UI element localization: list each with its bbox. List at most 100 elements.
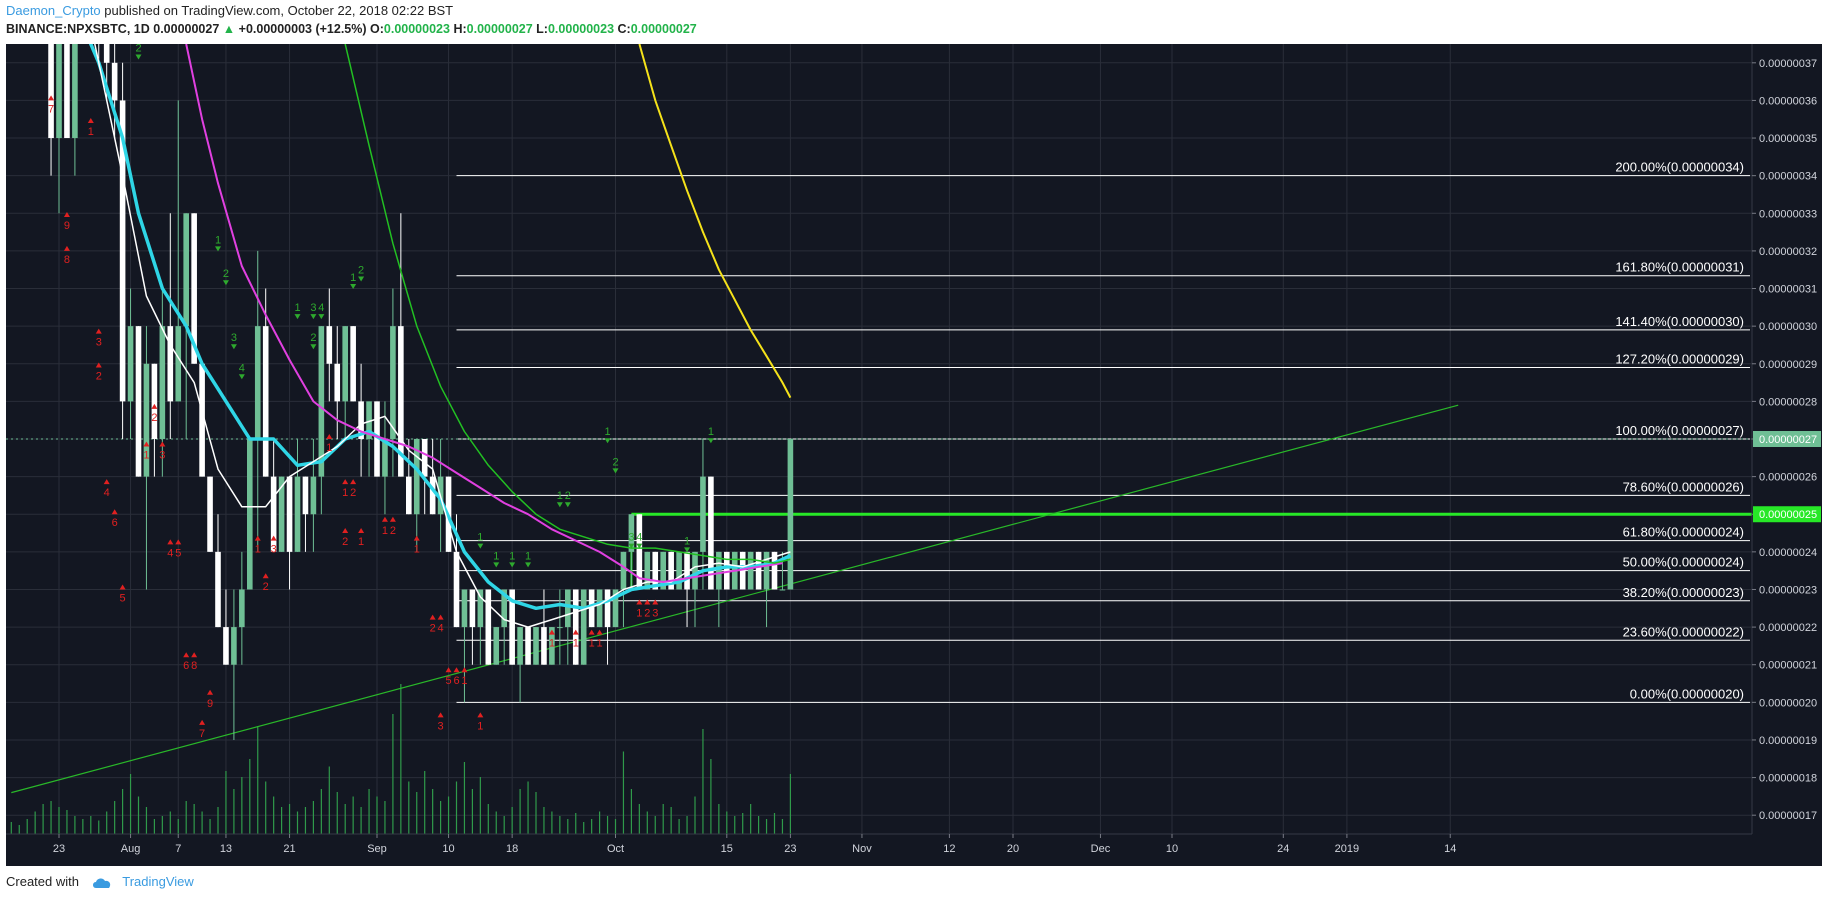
sequential-arrow-down-icon bbox=[222, 280, 229, 286]
candle bbox=[525, 627, 531, 665]
sequential-arrow-down-icon bbox=[636, 543, 643, 549]
candle-body bbox=[390, 326, 396, 439]
candle-body bbox=[421, 439, 428, 477]
sequential-arrow-down-icon bbox=[215, 246, 221, 252]
sequential-arrow-up-icon bbox=[191, 652, 198, 658]
price-axis-label: 0.00000032 bbox=[1759, 246, 1817, 258]
candle-body bbox=[565, 589, 571, 628]
candle-body bbox=[191, 213, 197, 364]
candle bbox=[366, 401, 372, 477]
candle bbox=[755, 551, 762, 590]
price-axis-label: 0.00000017 bbox=[1759, 810, 1817, 822]
candle-body bbox=[278, 476, 285, 552]
author-link[interactable]: Daemon_Crypto bbox=[6, 3, 101, 18]
candle-body bbox=[501, 589, 507, 628]
candle bbox=[382, 401, 388, 515]
sequential-arrow-up-icon bbox=[95, 328, 102, 334]
sequential-arrow-up-icon bbox=[326, 434, 333, 439]
time-axis-label: 13 bbox=[220, 843, 232, 855]
candle-body bbox=[477, 589, 484, 628]
candle-body bbox=[668, 551, 674, 590]
candle-body bbox=[247, 439, 253, 590]
candle-body bbox=[310, 476, 317, 515]
candle-body bbox=[755, 551, 762, 590]
fib-level-label: 161.80%(0.00000031) bbox=[1615, 260, 1744, 275]
time-axis-label: Oct bbox=[607, 843, 624, 855]
candle bbox=[239, 551, 245, 665]
sequential-arrow-up-icon bbox=[588, 629, 595, 635]
fib-level-label: 61.80%(0.00000024) bbox=[1623, 525, 1744, 540]
price-axis-label: 0.00000036 bbox=[1759, 95, 1817, 107]
sequential-arrow-up-icon bbox=[63, 212, 70, 218]
fib-level-label: 200.00%(0.00000034) bbox=[1615, 160, 1744, 175]
high-value: 0.00000027 bbox=[466, 22, 533, 36]
sequential-arrow-up-icon bbox=[254, 535, 261, 541]
candle bbox=[294, 439, 301, 552]
sequential-count: 1 bbox=[143, 450, 149, 462]
price-axis-label: 0.00000035 bbox=[1759, 133, 1817, 145]
sequential-arrow-up-icon bbox=[389, 516, 396, 522]
candle-body bbox=[549, 627, 555, 665]
published-text: published on TradingView.com, October 22… bbox=[104, 3, 454, 18]
sequential-count: 1 bbox=[604, 426, 610, 438]
sequential-arrow-up-icon bbox=[437, 614, 444, 620]
candle bbox=[771, 551, 778, 590]
candle-body bbox=[580, 589, 587, 665]
sequential-arrow-down-icon bbox=[318, 314, 325, 320]
price-axis-label: 0.00000028 bbox=[1759, 396, 1817, 408]
sequential-count: 3 bbox=[652, 608, 658, 620]
candle bbox=[374, 401, 380, 477]
price-chart-svg[interactable]: 200.00%(0.00000034)161.80%(0.00000031)14… bbox=[6, 43, 1822, 866]
sequential-count: 2 bbox=[612, 456, 618, 468]
sequential-count: 3 bbox=[159, 450, 165, 462]
sequential-count: 2 bbox=[430, 623, 436, 635]
sequential-arrow-down-icon bbox=[556, 502, 563, 508]
sequential-arrow-down-icon bbox=[310, 344, 317, 350]
candle-body bbox=[111, 62, 118, 101]
candle bbox=[262, 288, 269, 477]
sequential-arrow-up-icon bbox=[103, 479, 110, 485]
price-axis-label: 0.00000030 bbox=[1759, 321, 1817, 333]
candle bbox=[127, 288, 134, 439]
sequential-count: 6 bbox=[112, 517, 118, 529]
time-axis-label: 23 bbox=[53, 843, 65, 855]
sequential-count: 3 bbox=[438, 720, 444, 732]
price-axis-label: 0.00000034 bbox=[1759, 171, 1817, 183]
last-price: 0.00000027 bbox=[153, 22, 220, 36]
tradingview-link[interactable]: TradingView bbox=[122, 874, 194, 889]
candle-body bbox=[684, 551, 690, 590]
sequential-count: 5 bbox=[445, 675, 451, 687]
candle-body bbox=[429, 476, 436, 515]
sequential-arrow-down-icon bbox=[628, 543, 635, 549]
candle-body bbox=[541, 627, 547, 665]
candle bbox=[119, 62, 126, 439]
candle bbox=[692, 551, 698, 628]
sequential-count: 9 bbox=[207, 698, 213, 710]
sequential-arrow-up-icon bbox=[437, 712, 444, 718]
candle-body bbox=[358, 401, 364, 439]
price-axis-label: 0.00000037 bbox=[1759, 58, 1817, 70]
sequential-arrow-up-icon bbox=[461, 667, 468, 673]
sequential-markers bbox=[48, 54, 714, 725]
candle bbox=[565, 589, 571, 665]
candle bbox=[167, 213, 174, 439]
price-axis-label: 0.00000019 bbox=[1759, 735, 1817, 747]
candle-body bbox=[700, 476, 706, 552]
candle bbox=[596, 589, 603, 628]
candle bbox=[747, 551, 754, 590]
sequential-count: 1 bbox=[342, 487, 348, 499]
chart-area[interactable]: 200.00%(0.00000034) 161.80%(0.00000031) 14… bbox=[6, 43, 1822, 866]
candle bbox=[493, 627, 500, 665]
sequential-count: 1 bbox=[509, 550, 515, 562]
sequential-arrow-up-icon bbox=[429, 614, 436, 620]
time-axis-label: 24 bbox=[1277, 843, 1289, 855]
sequential-arrow-up-icon bbox=[119, 584, 126, 590]
candle bbox=[207, 476, 213, 552]
candle bbox=[406, 439, 412, 515]
sequential-count: 2 bbox=[135, 44, 141, 55]
sequential-count: 2 bbox=[644, 608, 650, 620]
sequential-count: 3 bbox=[271, 544, 277, 556]
candle-body bbox=[72, 44, 78, 139]
fib-level-label: 50.00%(0.00000024) bbox=[1623, 555, 1744, 570]
candle bbox=[652, 551, 659, 590]
